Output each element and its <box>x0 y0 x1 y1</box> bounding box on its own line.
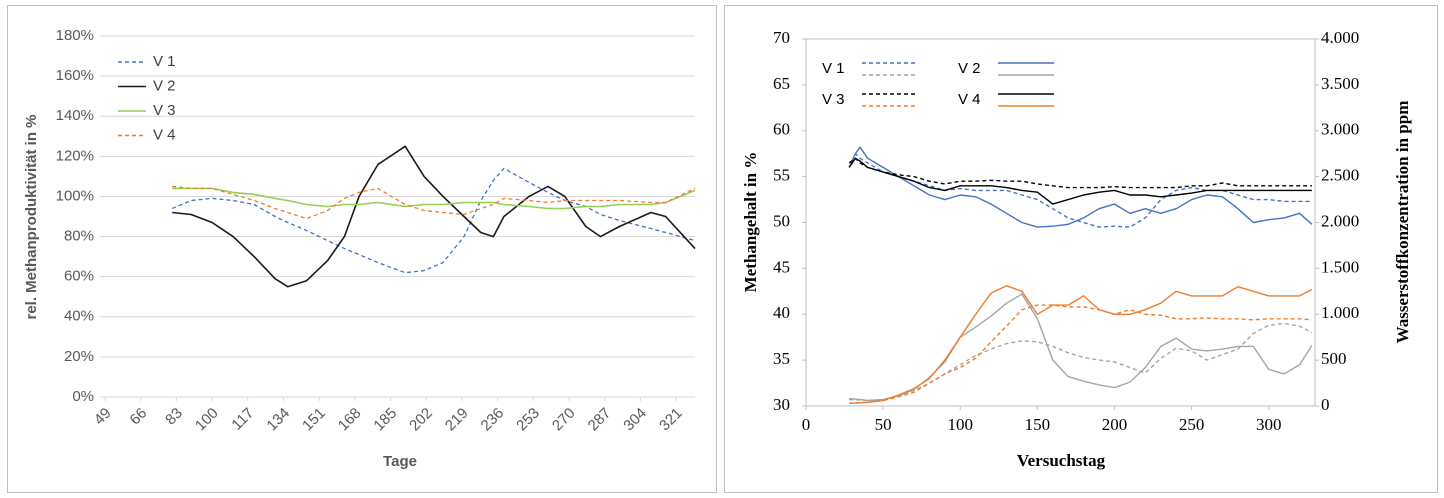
y-tick-label: 50 <box>773 211 790 230</box>
line <box>848 146 1313 228</box>
x-tick-label: 0 <box>802 415 811 434</box>
y-tick-label: 80% <box>64 228 94 245</box>
y2-tick-label: 2.500 <box>1321 166 1359 185</box>
legend-label: V 2 <box>153 77 176 94</box>
y-tick-label: 180% <box>56 27 94 44</box>
y2-tick-label: 3.000 <box>1321 120 1359 139</box>
legend-label: V 3 <box>822 91 845 108</box>
y2-tick-label: 3.500 <box>1321 74 1359 93</box>
line <box>849 285 1313 404</box>
y2-axis-title: Wasserstoffkonzentration in ppm <box>1393 101 1412 344</box>
y2-tick-label: 500 <box>1321 349 1347 368</box>
right-panel <box>724 5 1438 493</box>
y-tick-label: 65 <box>773 74 790 93</box>
legend-label: V 3 <box>153 102 176 119</box>
y-tick-label: 60% <box>64 268 94 285</box>
y-tick-label: 40% <box>64 308 94 325</box>
line <box>849 293 1313 402</box>
legend-label: V 1 <box>822 60 845 77</box>
y2-tick-label: 1.500 <box>1321 257 1359 276</box>
x-tick-label: 150 <box>1025 415 1051 434</box>
line <box>848 153 1312 228</box>
x-tick-label: 250 <box>1179 415 1205 434</box>
line <box>172 145 696 288</box>
line <box>172 187 696 210</box>
y-tick-label: 120% <box>56 147 94 164</box>
y-tick-label: 60 <box>773 120 790 139</box>
y-tick-label: 35 <box>773 349 790 368</box>
x-axis-title: Versuchstag <box>1017 451 1106 470</box>
line <box>849 322 1313 402</box>
line <box>172 185 696 220</box>
legend-label: V 4 <box>958 91 981 108</box>
x-tick-label: 300 <box>1256 415 1282 434</box>
x-axis-title: Tage <box>383 453 417 470</box>
y2-tick-label: 1.000 <box>1321 303 1359 322</box>
x-tick-label: 200 <box>1102 415 1128 434</box>
y-tick-label: 70 <box>773 28 790 47</box>
y-tick-label: 20% <box>64 348 94 365</box>
legend-label: V 2 <box>958 60 981 77</box>
y-tick-label: 55 <box>773 166 790 185</box>
y-tick-label: 100% <box>56 187 94 204</box>
y-tick-label: 140% <box>56 107 94 124</box>
y-tick-label: 160% <box>56 67 94 84</box>
y-tick-label: 30 <box>773 395 790 414</box>
y-tick-label: 0% <box>72 388 94 405</box>
y2-tick-label: 0 <box>1321 395 1330 414</box>
y2-tick-label: 4.000 <box>1321 28 1359 47</box>
x-tick-label: 50 <box>875 415 892 434</box>
x-tick-label: 100 <box>947 415 973 434</box>
legend-label: V 4 <box>153 126 176 143</box>
y-axis-title: rel. Methanproduktivität in % <box>23 114 40 319</box>
line <box>848 157 1312 189</box>
legend-label: V 1 <box>153 53 176 70</box>
y2-tick-label: 2.000 <box>1321 211 1359 230</box>
y-tick-label: 45 <box>773 257 790 276</box>
line <box>848 157 1312 205</box>
y-axis-title: Methangehalt in % <box>741 152 760 293</box>
y-tick-label: 40 <box>773 303 790 322</box>
